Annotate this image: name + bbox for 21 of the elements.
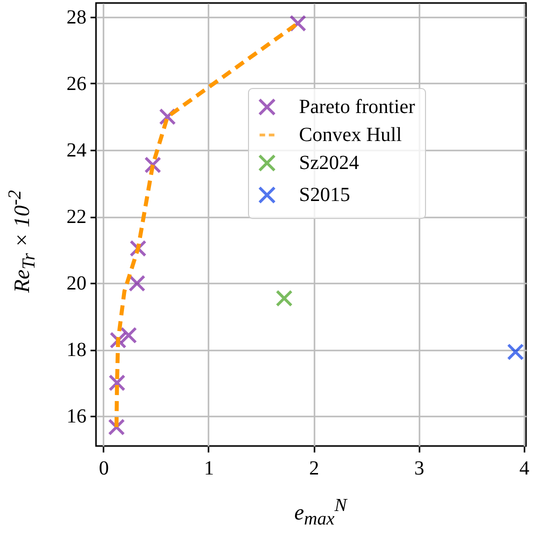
point xyxy=(128,274,146,292)
legend-label: S2015 xyxy=(299,184,350,206)
y-tick-label: 24 xyxy=(66,140,86,162)
legend-label: Pareto frontier xyxy=(299,96,416,118)
y-tick-label: 16 xyxy=(66,406,86,428)
point xyxy=(276,290,293,307)
y-tick-label: 22 xyxy=(66,206,86,228)
legend-label: Sz2024 xyxy=(299,152,359,174)
point xyxy=(108,374,126,392)
x-tick-label: 3 xyxy=(414,458,424,480)
y-tick-label: 20 xyxy=(66,272,86,295)
y-tick-label: 18 xyxy=(66,339,86,362)
legend-label: Convex Hull xyxy=(299,124,402,146)
point xyxy=(507,343,524,360)
x-tick-label: 0 xyxy=(98,458,109,480)
x-tick-label: 1 xyxy=(204,458,214,480)
x-tick-label: 2 xyxy=(309,458,320,480)
x-tick-label: 4 xyxy=(519,458,530,480)
y-tick-label: 28 xyxy=(66,6,86,28)
y-tick-label: 26 xyxy=(66,72,86,95)
point xyxy=(120,326,138,344)
